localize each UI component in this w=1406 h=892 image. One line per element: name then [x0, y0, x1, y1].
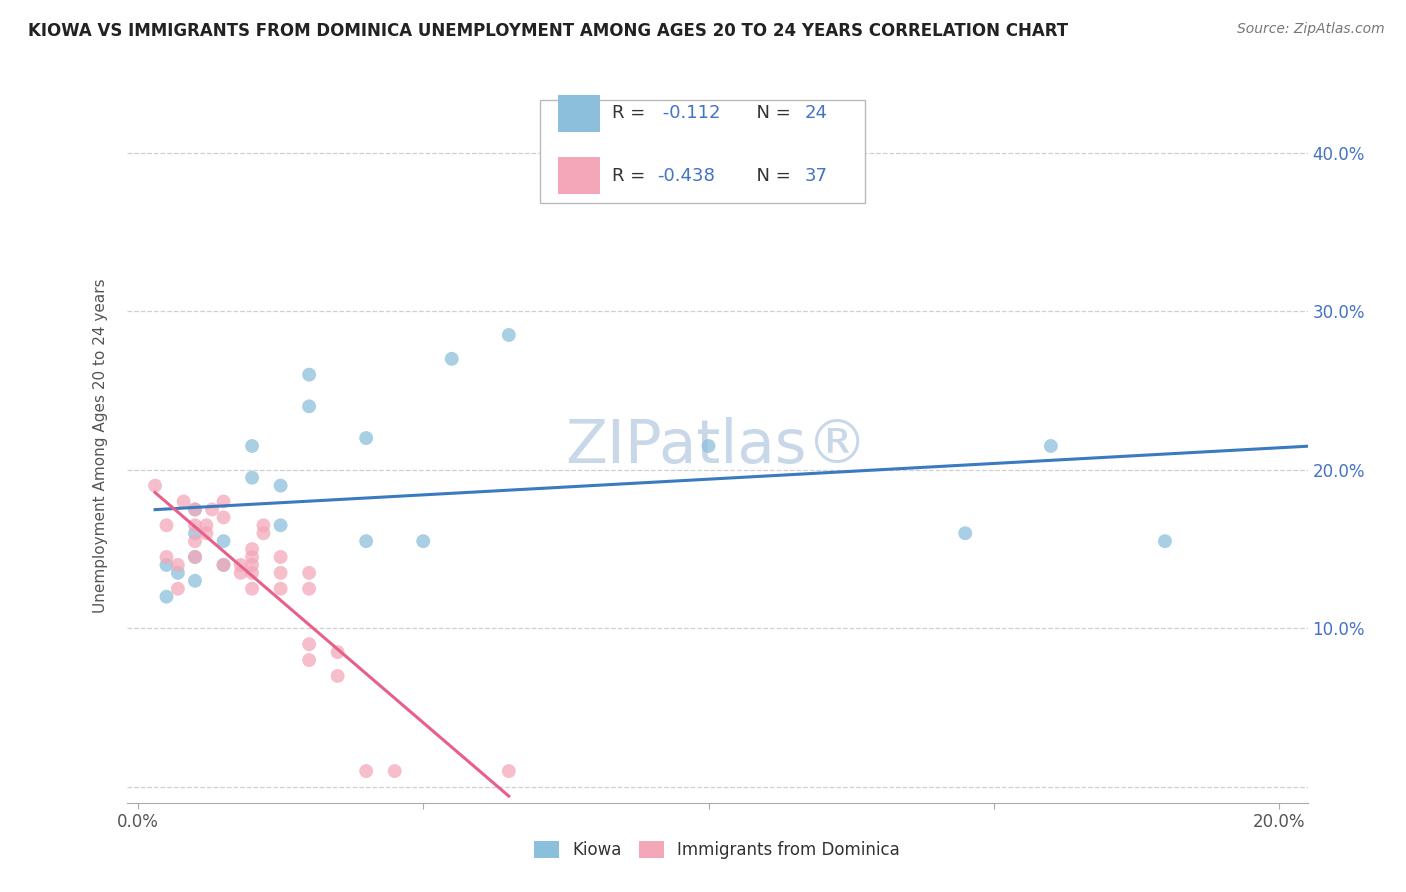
Text: Source: ZipAtlas.com: Source: ZipAtlas.com	[1237, 22, 1385, 37]
Point	[240, 549, 263, 564]
Text: 24: 24	[804, 104, 828, 122]
Point	[298, 368, 321, 382]
Point	[212, 494, 235, 508]
Point	[440, 351, 463, 366]
Point	[167, 566, 190, 580]
Point	[252, 518, 274, 533]
Point	[229, 558, 252, 572]
Point	[240, 439, 263, 453]
Legend: Kiowa, Immigrants from Dominica: Kiowa, Immigrants from Dominica	[527, 834, 907, 866]
Point	[1154, 534, 1177, 549]
Point	[184, 574, 207, 588]
Point	[240, 542, 263, 557]
Point	[955, 526, 977, 541]
Point	[270, 478, 292, 492]
Point	[167, 582, 190, 596]
Point	[184, 526, 207, 541]
Point	[184, 549, 207, 564]
Point	[498, 764, 520, 778]
Point	[155, 518, 177, 533]
Point	[184, 518, 207, 533]
Point	[354, 764, 377, 778]
Point	[195, 518, 218, 533]
Point	[155, 590, 177, 604]
Point	[184, 534, 207, 549]
Text: N =: N =	[745, 167, 797, 185]
Point	[270, 518, 292, 533]
Y-axis label: Unemployment Among Ages 20 to 24 years: Unemployment Among Ages 20 to 24 years	[93, 278, 108, 614]
Point	[270, 566, 292, 580]
Point	[167, 558, 190, 572]
Point	[252, 526, 274, 541]
Point	[298, 637, 321, 651]
Point	[354, 431, 377, 445]
Point	[412, 534, 434, 549]
FancyBboxPatch shape	[558, 157, 600, 194]
Point	[155, 558, 177, 572]
FancyBboxPatch shape	[558, 95, 600, 132]
Point	[326, 645, 349, 659]
Point	[229, 566, 252, 580]
Point	[212, 558, 235, 572]
Point	[173, 494, 195, 508]
Point	[354, 534, 377, 549]
Point	[155, 549, 177, 564]
Point	[184, 502, 207, 516]
Point	[240, 582, 263, 596]
Point	[326, 669, 349, 683]
Point	[498, 328, 520, 343]
Point	[298, 582, 321, 596]
Point	[143, 478, 166, 492]
Text: N =: N =	[745, 104, 797, 122]
Text: -0.438: -0.438	[657, 167, 714, 185]
Text: 37: 37	[804, 167, 828, 185]
Text: KIOWA VS IMMIGRANTS FROM DOMINICA UNEMPLOYMENT AMONG AGES 20 TO 24 YEARS CORRELA: KIOWA VS IMMIGRANTS FROM DOMINICA UNEMPL…	[28, 22, 1069, 40]
Point	[240, 558, 263, 572]
Point	[184, 549, 207, 564]
Text: R =: R =	[612, 167, 651, 185]
FancyBboxPatch shape	[540, 100, 865, 203]
Point	[270, 582, 292, 596]
Text: R =: R =	[612, 104, 651, 122]
Text: -0.112: -0.112	[657, 104, 720, 122]
Point	[298, 400, 321, 414]
Point	[1039, 439, 1062, 453]
Point	[201, 502, 224, 516]
Point	[298, 653, 321, 667]
Point	[212, 534, 235, 549]
Point	[697, 439, 720, 453]
Point	[384, 764, 406, 778]
Point	[212, 510, 235, 524]
Point	[298, 566, 321, 580]
Point	[212, 558, 235, 572]
Point	[240, 471, 263, 485]
Point	[195, 526, 218, 541]
Point	[270, 549, 292, 564]
Point	[184, 502, 207, 516]
Text: ZIPatlas®: ZIPatlas®	[565, 417, 869, 475]
Point	[240, 566, 263, 580]
